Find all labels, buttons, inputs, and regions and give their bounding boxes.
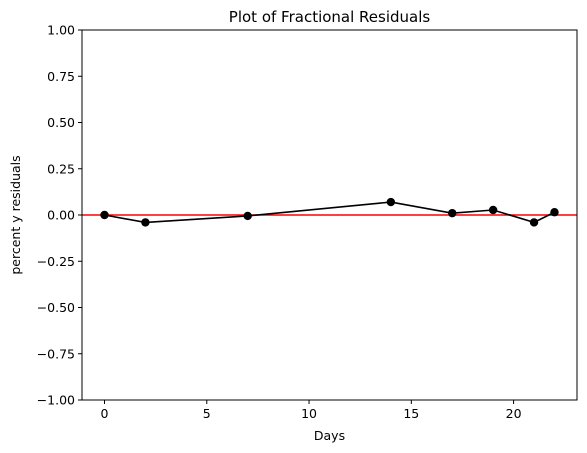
x-tick-label: 20 [506,406,522,421]
y-tick-label: −0.50 [37,300,75,315]
y-tick-label: 1.00 [47,23,75,38]
x-axis: 0 5 10 15 20 [101,400,522,421]
plot-area [81,29,578,401]
series-line [104,201,555,224]
y-axis: 1.00 0.75 0.50 0.25 0.00 −0.25 −0.50 −0.75 −1.00 [37,23,82,408]
y-tick-label: 0.00 [47,208,75,223]
data-point [141,218,150,227]
x-tick-label: 15 [403,406,419,421]
data-point [243,211,252,221]
x-tick-label: 5 [203,406,211,421]
data-point [100,210,109,220]
chart-title: Plot of Fractional Residuals [229,8,431,26]
x-tick-label: 10 [301,406,317,421]
y-tick-label: −0.75 [37,346,75,361]
y-tick-label: −1.00 [37,393,75,408]
y-tick-label: 0.25 [47,161,75,176]
y-tick-label: −0.25 [37,254,75,269]
x-tick-label: 0 [101,406,109,421]
x-axis-label: Days [314,428,345,443]
data-point [550,208,559,217]
data-point [488,205,498,215]
data-point [448,208,457,218]
y-tick-label: 0.50 [47,115,75,130]
data-point [529,218,539,227]
y-axis-label: percent y residuals [8,155,23,274]
y-tick-label: 0.75 [47,69,75,84]
data-point [386,197,396,207]
